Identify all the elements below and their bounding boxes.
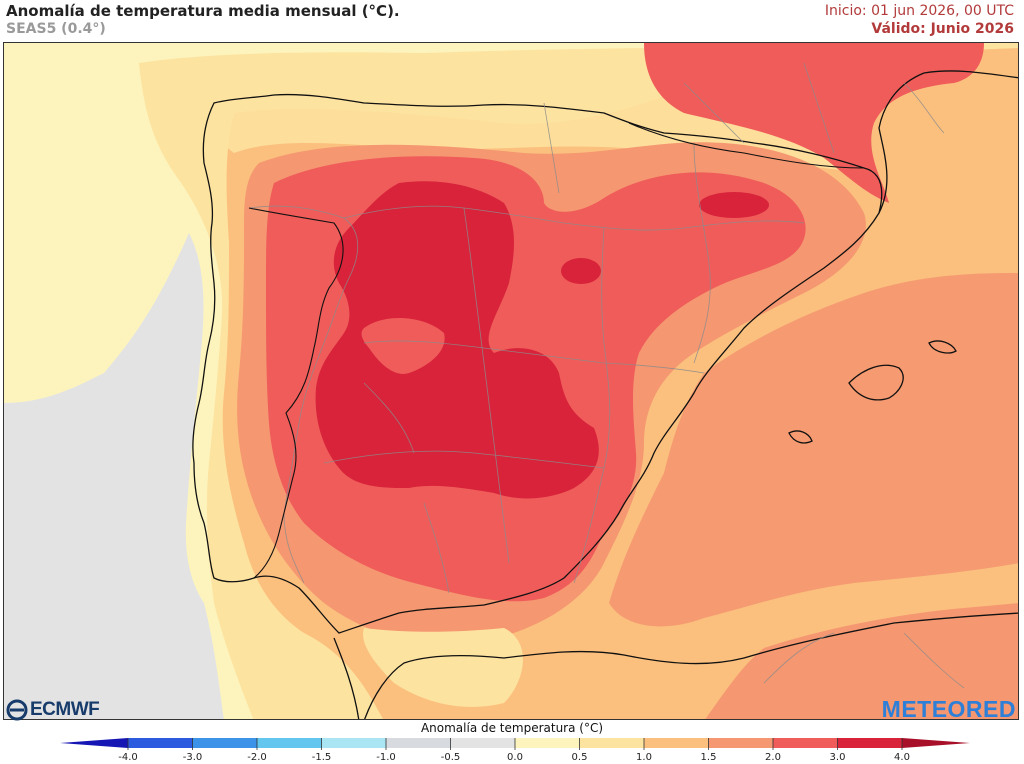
map-title: Anomalía de temperatura media mensual (°… (6, 2, 400, 20)
legend-segment (450, 738, 516, 748)
legend-tick-label: 3.0 (829, 752, 846, 763)
legend-segment (773, 738, 838, 748)
legend-segment (515, 738, 580, 748)
legend-low-arrow (60, 738, 128, 748)
ecmwf-logo-text: ECMWF (30, 699, 100, 720)
model-subtitle: SEAS5 (0.4°) (6, 21, 106, 37)
legend-segment (128, 738, 193, 748)
legend-segment (321, 738, 387, 748)
ecmwf-logo-icon (6, 699, 28, 721)
anomaly-north-africa (705, 603, 1018, 719)
legend-tick-label: 0.0 (507, 752, 523, 763)
legend-tick-label: -3.0 (182, 752, 203, 763)
legend-segment (192, 738, 258, 748)
legend-tick-label: 4.0 (894, 752, 910, 763)
anomaly-3.0-hole (361, 317, 445, 374)
legend-tick-label: -4.0 (118, 752, 138, 763)
anomaly-4.0-aragon (699, 192, 769, 218)
legend-tick-label: 0.5 (571, 752, 588, 763)
init-time: Inicio: 01 jun 2026, 00 UTC (824, 3, 1014, 19)
legend-tick-label: 1.5 (700, 752, 717, 763)
ecmwf-logo: ECMWF (6, 699, 100, 721)
legend-segment (708, 738, 774, 748)
pyrenees-border (628, 122, 865, 169)
legend-tick-label: 1.0 (636, 752, 652, 763)
portugal-spain-border (248, 207, 344, 579)
anomaly-2.0-northeast (644, 43, 984, 203)
atlantic-neutral-zone (4, 233, 224, 719)
legend-tick-label: -0.5 (440, 752, 461, 763)
anomaly-4.0-core (315, 181, 599, 499)
anomaly-med-sea (609, 273, 1018, 627)
legend-segment (386, 738, 451, 748)
coastlines (192, 70, 1018, 719)
legend-segment (837, 738, 903, 748)
legend-tick-label: 2.0 (765, 752, 781, 763)
meteored-logo: METEORED (881, 696, 1016, 722)
valid-period: Válido: Junio 2026 (871, 21, 1014, 37)
color-legend: -4.0 -3.0 -2.0 -1.5 -1.0 -0.5 0.0 0.5 1.0 1.5 2.0 3… (60, 736, 970, 764)
legend-segment (644, 738, 709, 748)
legend-tick-label: -1.0 (376, 752, 396, 763)
legend-segment (579, 738, 645, 748)
legend-tick-label: -1.5 (311, 752, 332, 763)
anomaly-strait (363, 628, 523, 707)
anomaly-map[interactable] (3, 42, 1019, 720)
legend-colorbar (60, 738, 970, 750)
anomaly-4.0-soria (561, 258, 601, 284)
legend-high-arrow (902, 738, 970, 748)
legend-tick-label: -2.0 (247, 752, 267, 763)
legend-segment (257, 738, 322, 748)
legend-title: Anomalía de temperatura (°C) (420, 721, 604, 735)
